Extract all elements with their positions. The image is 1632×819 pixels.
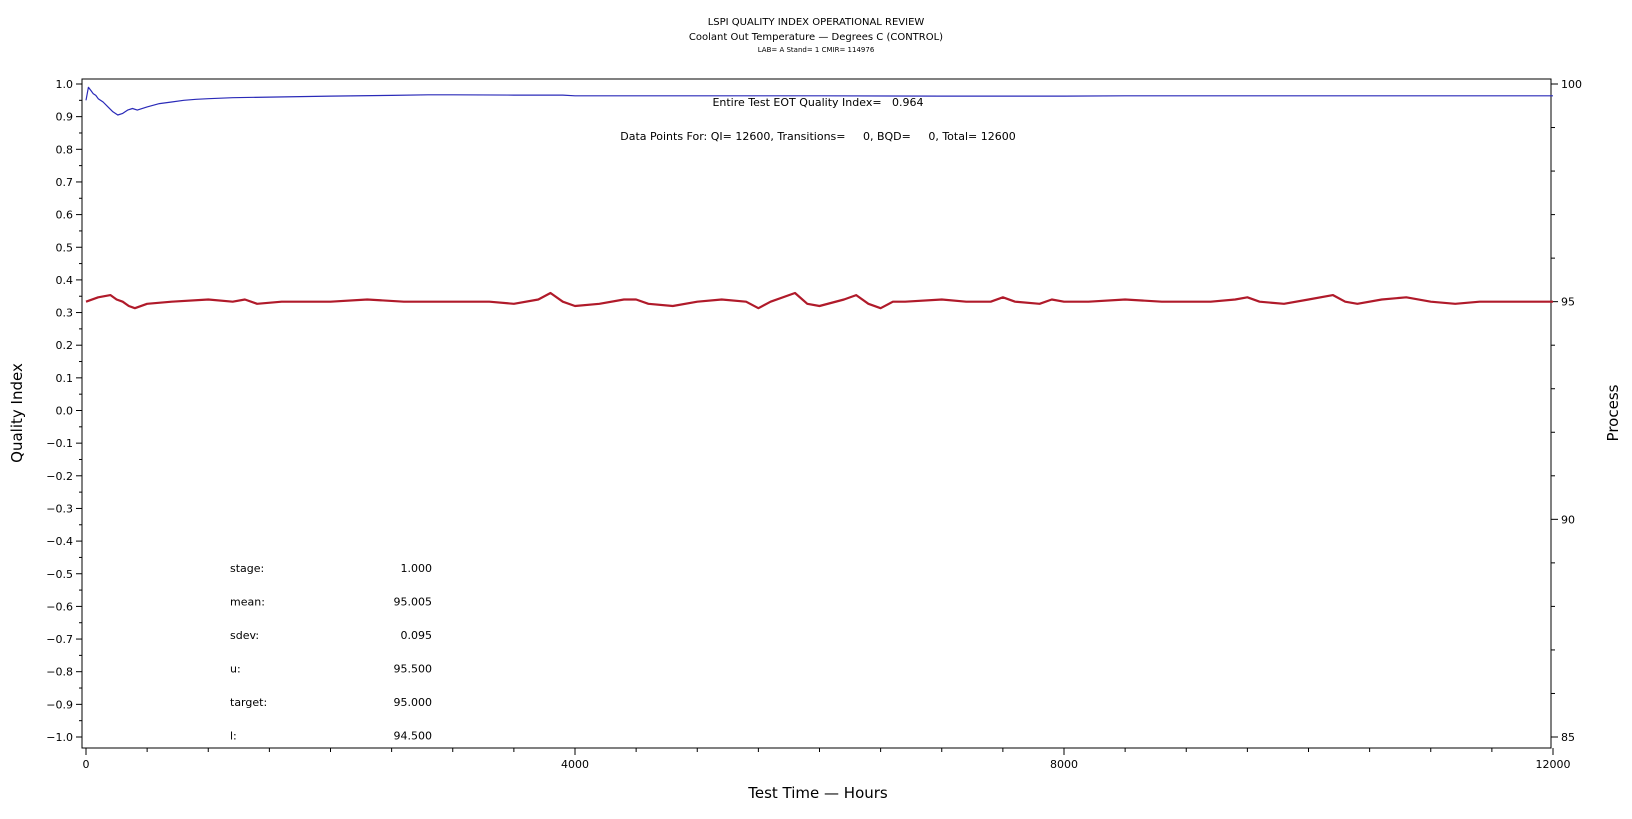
stat-label: u:	[230, 663, 241, 676]
y2-axis-label: Process	[1604, 384, 1622, 441]
y-tick-label: 0.8	[56, 143, 74, 156]
y-tick-label: −0.1	[46, 437, 73, 450]
stat-label: stage:	[230, 562, 264, 575]
series-1-line	[85, 86, 1553, 116]
stat-value: 94.500	[394, 730, 433, 743]
x-tick-label: 0	[83, 758, 90, 771]
y2-tick-label: 90	[1561, 513, 1575, 526]
x-tick-label: 12000	[1536, 758, 1571, 771]
stat-value: 95.500	[394, 663, 433, 676]
y-axis-label: Quality Index	[8, 363, 26, 463]
y-tick-label: 0.2	[56, 339, 74, 352]
y-tick-label: 0.0	[56, 405, 74, 418]
y-tick-label: −1.0	[46, 731, 73, 744]
y-tick-label: 1.0	[56, 78, 74, 91]
stat-value: 95.000	[394, 696, 433, 709]
y-tick-label: −0.3	[46, 502, 73, 515]
stat-value: 95.005	[394, 596, 433, 609]
y2-tick-label: 85	[1561, 731, 1575, 744]
x-tick-label: 8000	[1050, 758, 1078, 771]
chart-title: LSPI QUALITY INDEX OPERATIONAL REVIEW	[708, 17, 925, 28]
y-tick-label: 0.7	[56, 176, 74, 189]
eot-quality-index-annotation: Entire Test EOT Quality Index= 0.964	[712, 96, 923, 109]
y2-tick-label: 100	[1561, 78, 1582, 91]
series-2-line	[85, 291, 1553, 310]
y-tick-label: −0.9	[46, 698, 73, 711]
y-tick-label: −0.5	[46, 568, 73, 581]
y-tick-label: 0.5	[56, 241, 74, 254]
x-axis-label: Test Time — Hours	[747, 784, 888, 802]
y-tick-label: −0.7	[46, 633, 73, 646]
x-tick-label: 4000	[561, 758, 589, 771]
chart-subtitle: Coolant Out Temperature — Degrees C (CON…	[689, 32, 943, 43]
stat-label: mean:	[230, 596, 265, 609]
plot-frame	[81, 78, 1552, 749]
stats-block: stage: 1.000 mean: 95.005 sdev: 0.095 u: 95.500…	[230, 562, 432, 743]
y2-tick-label: 95	[1561, 296, 1575, 309]
y-tick-label: 0.1	[56, 372, 74, 385]
series-layer	[85, 86, 1553, 310]
data-points-annotation: Data Points For: QI= 12600, Transitions=…	[620, 130, 1015, 143]
right-axis: 85 90 95 100	[1551, 78, 1582, 744]
stat-value: 1.000	[401, 562, 433, 575]
y-tick-label: −0.8	[46, 666, 73, 679]
bottom-axis: 0 4000 8000 12000	[83, 748, 1571, 771]
y-tick-label: 0.3	[56, 307, 74, 320]
stat-value: 0.095	[401, 629, 433, 642]
y-tick-label: 0.9	[56, 111, 74, 124]
stat-label: l:	[230, 730, 237, 743]
y-tick-label: 0.6	[56, 209, 74, 222]
y-tick-label: −0.6	[46, 600, 73, 613]
left-axis: 1.0 0.9 0.8 0.7 0.6 0.5 0.4 0.3 0.2 0.1 0.0 −0.1 −0.…	[46, 78, 82, 744]
y-tick-label: 0.4	[56, 274, 74, 287]
y-tick-label: −0.4	[46, 535, 73, 548]
stat-label: sdev:	[230, 629, 259, 642]
y-tick-label: −0.2	[46, 470, 73, 483]
stat-label: target:	[230, 696, 267, 709]
chart-subtitle-2: LAB= A Stand= 1 CMIR= 114976	[758, 46, 875, 54]
